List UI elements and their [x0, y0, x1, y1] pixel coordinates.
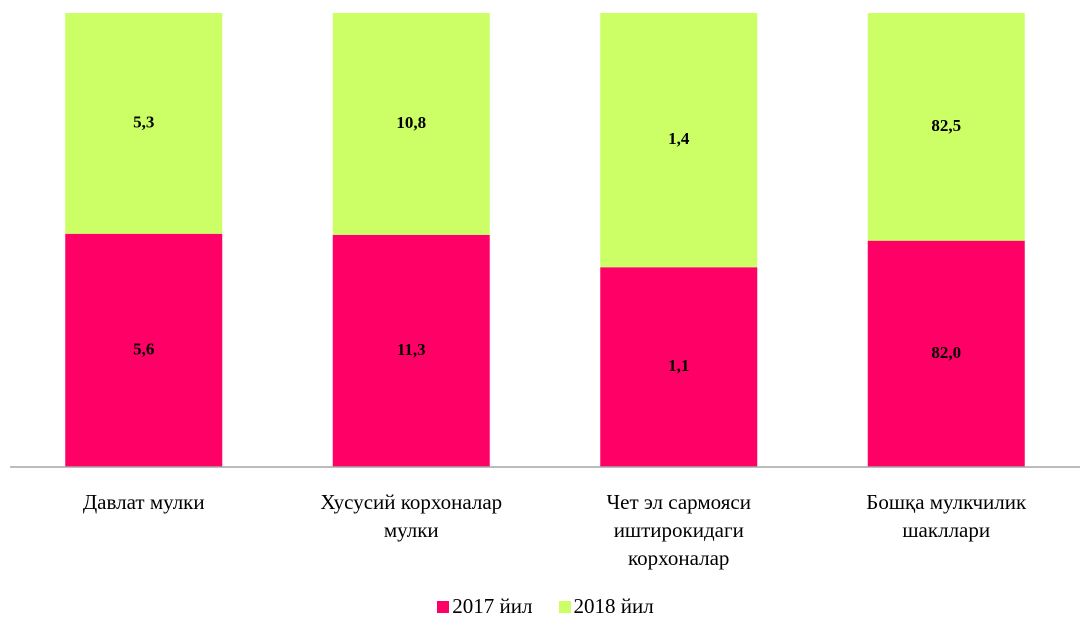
bar-segment: [600, 13, 758, 268]
legend-item: 2017 йил: [437, 594, 533, 619]
data-label: 10,8: [396, 113, 426, 132]
legend: 2017 йил 2018 йил: [0, 594, 1091, 619]
legend-label: 2017 йил: [452, 594, 533, 618]
legend-swatch: [558, 600, 571, 613]
data-label: 82,0: [931, 343, 961, 362]
legend-item: 2018 йил: [558, 594, 654, 619]
bar-segment: [65, 233, 223, 467]
data-label: 11,3: [397, 340, 426, 359]
bar-segment: [867, 240, 1025, 467]
bar-segment: [867, 13, 1025, 241]
x-tick-label: Давлат мулки: [82, 490, 205, 514]
bar-segment: [65, 13, 223, 234]
x-tick-label: Бошқа мулкчилик шакллари: [866, 490, 1027, 542]
data-label: 5,3: [133, 112, 154, 131]
legend-label: 2018 йил: [573, 594, 654, 618]
data-label: 1,1: [668, 356, 689, 375]
data-label: 1,4: [668, 129, 690, 148]
x-tick-label: Чет эл сармояси иштирокидаги корхоналар: [606, 490, 751, 570]
data-label: 5,6: [133, 339, 154, 358]
bar-segment: [600, 267, 758, 467]
legend-swatch: [437, 600, 450, 613]
bar-segment: [332, 234, 490, 467]
x-tick-label: Хусусий корхоналар мулки: [320, 490, 503, 542]
data-label: 82,5: [931, 116, 961, 135]
bar-segment: [332, 13, 490, 235]
